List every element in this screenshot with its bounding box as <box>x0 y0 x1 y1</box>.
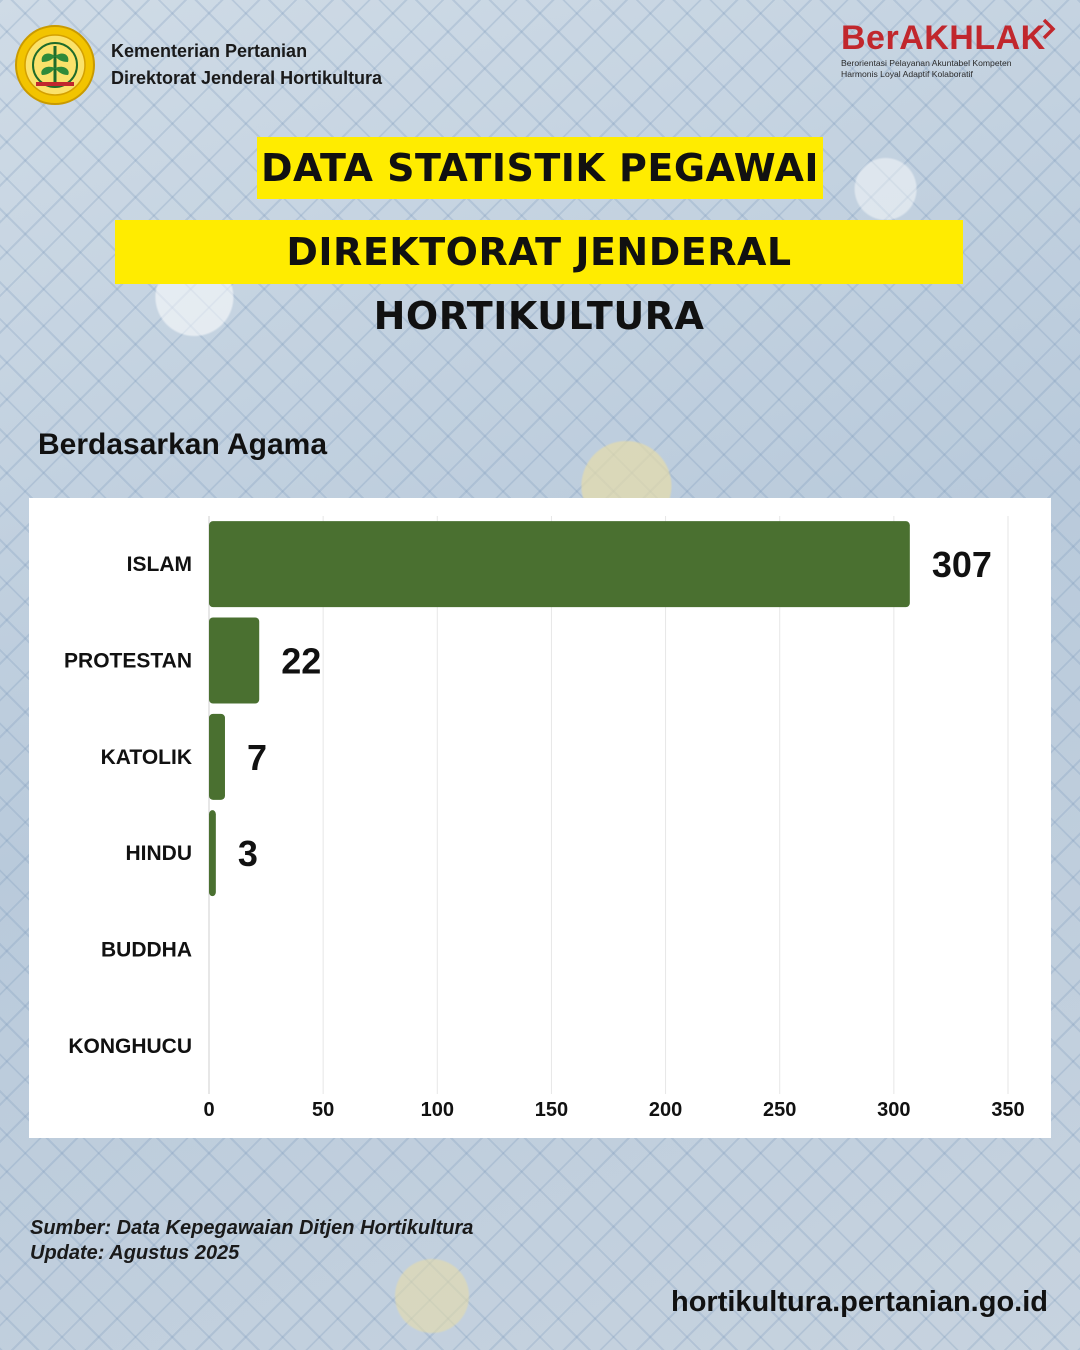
x-tick-label: 250 <box>763 1099 796 1121</box>
badge-sub-line-1: Berorientasi Pelayanan Akuntabel Kompete… <box>841 58 1012 68</box>
bar <box>209 713 225 800</box>
source-line: Sumber: Data Kepegawaian Ditjen Hortikul… <box>30 1217 474 1239</box>
category-label: ISLAM <box>127 553 192 576</box>
x-tick-label: 300 <box>877 1099 910 1121</box>
x-tick-label: 50 <box>312 1099 334 1121</box>
data-label: 3 <box>238 833 258 874</box>
x-tick-label: 0 <box>203 1099 214 1121</box>
x-tick-label: 150 <box>535 1099 568 1121</box>
x-tick-label: 350 <box>991 1099 1024 1121</box>
religion-bar-chart: 0 50 100 150 200 250 300 350 ISLAM 307 PROTESTAN 22… <box>64 516 1025 1121</box>
category-label: KATOLIK <box>101 746 192 769</box>
category-label: HINDU <box>126 842 193 865</box>
badge-sub-line-2: Harmonis Loyal Adaptif Kolaboratif <box>841 69 973 79</box>
data-label: 307 <box>932 544 992 585</box>
category-label: KONGHUCU <box>68 1035 192 1058</box>
title-line-1: DATA STATISTIK PEGAWAI <box>257 137 823 199</box>
x-tick-label: 200 <box>649 1099 682 1121</box>
section-title: Berdasarkan Agama <box>38 428 328 461</box>
source-note: Sumber: Data Kepegawaian Ditjen Hortikul… <box>30 1216 473 1266</box>
data-label: 22 <box>281 641 321 682</box>
update-line: Update: Agustus 2025 <box>30 1242 240 1264</box>
website-url: hortikultura.pertanian.go.id <box>670 1286 1048 1318</box>
chart-panel: 0 50 100 150 200 250 300 350 ISLAM 307 PROTESTAN 22… <box>29 498 1051 1138</box>
bar <box>209 810 216 897</box>
bar <box>209 521 910 608</box>
berakhlak-badge: BerAKHLAK Berorientasi Pelayanan Akuntab… <box>841 18 1056 80</box>
org-line-1: Kementerian Pertanian <box>111 41 308 61</box>
chevron-right-icon <box>1042 18 1056 40</box>
category-label: BUDDHA <box>101 939 192 962</box>
title-line-2: DIREKTORAT JENDERAL HORTIKULTURA <box>115 220 963 338</box>
kementan-logo-icon <box>15 25 95 105</box>
org-line-2: Direktorat Jenderal Hortikultura <box>111 68 383 88</box>
x-tick-label: 100 <box>421 1099 454 1121</box>
bar <box>209 617 260 704</box>
badge-word: BerAKHLAK <box>841 19 1046 57</box>
org-name: Kementerian Pertanian Direktorat Jendera… <box>111 38 382 92</box>
category-label: PROTESTAN <box>64 650 192 673</box>
data-label: 7 <box>247 737 267 778</box>
